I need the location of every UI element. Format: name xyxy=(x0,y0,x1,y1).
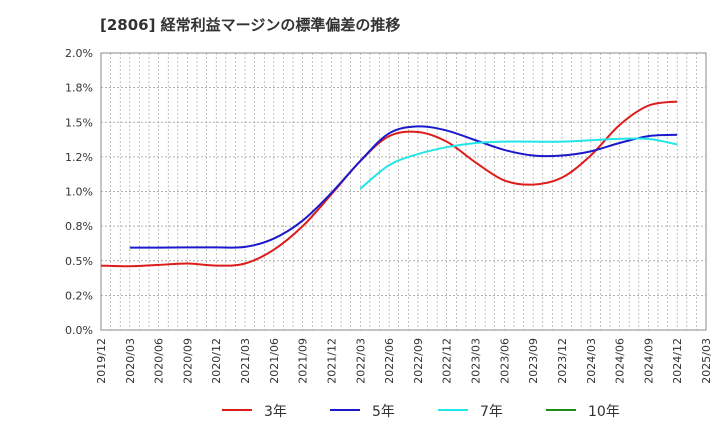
x-tick-label: 2023/06 xyxy=(498,338,511,384)
x-tick-label: 2024/12 xyxy=(671,338,684,384)
x-tick-label: 2020/12 xyxy=(210,338,223,384)
y-tick-label: 0.2% xyxy=(65,289,93,302)
y-tick-label: 1.8% xyxy=(65,82,93,95)
x-tick-label: 2020/03 xyxy=(124,338,137,384)
x-tick-label: 2022/06 xyxy=(383,338,396,384)
x-tick-label: 2022/03 xyxy=(354,338,367,384)
y-tick-label: 2.0% xyxy=(65,47,93,60)
grid-layer xyxy=(100,52,707,331)
x-tick-label: 2020/09 xyxy=(181,338,194,384)
y-tick-label: 0.8% xyxy=(65,220,93,233)
y-tick-label: 0.0% xyxy=(65,324,93,337)
x-tick-label: 2024/03 xyxy=(585,338,598,384)
series-line-2 xyxy=(129,125,678,249)
chart-title: [2806] 経常利益マージンの標準偏差の推移 xyxy=(100,16,401,34)
legend-label-1: 3年 xyxy=(264,404,287,420)
x-tick-label: 2024/06 xyxy=(614,338,627,384)
x-tick-label: 2022/09 xyxy=(412,338,425,384)
x-tick-label: 2022/12 xyxy=(441,338,454,384)
x-tick-label: 2023/09 xyxy=(527,338,540,384)
legend-label-2: 5年 xyxy=(372,404,395,420)
x-tick-label: 2023/12 xyxy=(556,338,569,384)
x-tick-label: 2020/06 xyxy=(153,338,166,384)
x-tick-label: 2021/03 xyxy=(239,338,252,384)
y-tick-label: 1.0% xyxy=(65,186,93,199)
x-tick-label: 2021/06 xyxy=(268,338,281,384)
plot-area xyxy=(100,52,707,331)
x-tick-label: 2021/12 xyxy=(325,338,338,384)
legend-layer: 3年 5年 7年 10年 xyxy=(222,404,620,420)
x-tick-label: 2023/03 xyxy=(470,338,483,384)
series-line-3 xyxy=(359,137,678,190)
series-line-1 xyxy=(100,100,678,268)
axis-layer: 0.0% 0.2% 0.5% 0.8% 1.0% 1.2% 1.5% 1.8% 2.0% 2019… xyxy=(65,47,713,384)
series-layer xyxy=(100,100,678,268)
x-tick-label: 2019/12 xyxy=(95,338,108,384)
x-tick-label: 2021/09 xyxy=(297,338,310,384)
legend-label-4: 10年 xyxy=(588,404,620,420)
y-tick-label: 1.2% xyxy=(65,151,93,164)
legend-label-3: 7年 xyxy=(480,404,503,420)
y-tick-label: 0.5% xyxy=(65,255,93,268)
y-tick-label: 1.5% xyxy=(65,116,93,129)
x-tick-label: 2025/03 xyxy=(700,338,713,384)
x-tick-label: 2024/09 xyxy=(642,338,655,384)
